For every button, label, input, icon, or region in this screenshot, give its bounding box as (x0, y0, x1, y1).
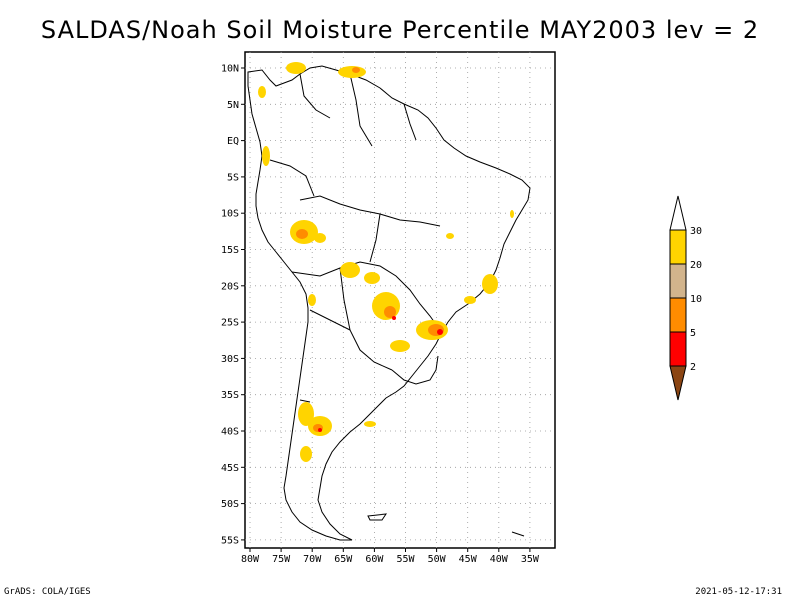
lat-tick-label: 10S (221, 209, 239, 220)
lon-tick-label: 80W (241, 554, 260, 565)
continent-outline (247, 65, 531, 541)
lat-tick-label: 35S (221, 390, 239, 401)
colorbar-label: 2 (690, 362, 696, 373)
lat-tick-label: 55S (221, 535, 239, 546)
lat-tick-label: 10N (221, 64, 239, 75)
colorbar-top-arrow (669, 195, 687, 231)
lon-tick-label: 75W (272, 554, 291, 565)
lat-tick-label: 5N (227, 100, 239, 111)
lon-tick-label: 55W (396, 554, 415, 565)
lon-tick-label: 65W (334, 554, 353, 565)
lat-tick-label: 30S (221, 354, 239, 365)
lon-tick-label: 70W (303, 554, 322, 565)
colorbar-segment (669, 297, 687, 333)
lon-tick-label: 40W (490, 554, 509, 565)
colorbar-segment (669, 263, 687, 299)
lat-tick-label: 25S (221, 318, 239, 329)
map-title: SALDAS/Noah Soil Moisture Percentile MAY… (40, 16, 760, 44)
colorbar-legend: 30 20 10 5 2 (669, 195, 702, 401)
lat-tick-label: 50S (221, 499, 239, 510)
lon-tick-label: 50W (428, 554, 447, 565)
colorbar-label: 20 (690, 260, 702, 271)
colorbar-label: 30 (690, 226, 702, 237)
lat-tick-label: 40S (221, 427, 239, 438)
lat-tick-label: 15S (221, 245, 239, 256)
latitude-axis: 10N 5N EQ 5S 10S 15S 20S 25S 30S 35S 40S 45S 50S 55S (221, 64, 245, 546)
colorbar-label: 5 (690, 328, 696, 339)
soil-moisture-patches (258, 62, 514, 462)
colorbar-bottom-arrow (669, 365, 687, 401)
colorbar-segment (669, 229, 687, 265)
lon-tick-label: 45W (459, 554, 478, 565)
map-frame (244, 51, 556, 549)
lon-tick-label: 60W (365, 554, 384, 565)
lat-tick-label: 5S (227, 172, 239, 183)
longitude-axis: 80W 75W 70W 65W 60W 55W 50W 45W 40W 35W (241, 548, 540, 565)
gridlines (245, 52, 555, 548)
lat-tick-label: 20S (221, 281, 239, 292)
footer-timestamp: 2021-05-12-17:31 (695, 587, 782, 597)
lat-tick-label: 45S (221, 463, 239, 474)
footer-credit: GrADS: COLA/IGES (4, 587, 91, 597)
colorbar-label: 10 (690, 294, 702, 305)
lon-tick-label: 35W (521, 554, 540, 565)
lat-tick-label: EQ (227, 136, 239, 147)
colorbar-segment (669, 331, 687, 367)
